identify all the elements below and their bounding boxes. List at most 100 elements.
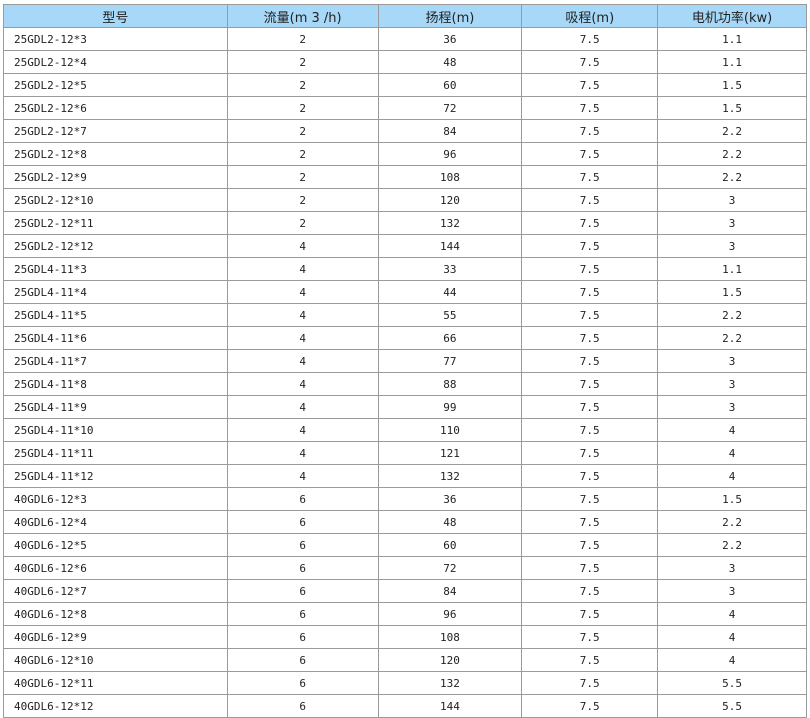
model-cell: 40GDL6-12*8 <box>3 602 228 626</box>
flow-cell: 4 <box>226 349 379 373</box>
model-cell: 25GDL4-11*10 <box>3 418 228 442</box>
suction-cell: 7.5 <box>521 119 659 143</box>
head-cell: 66 <box>377 326 523 350</box>
flow-cell: 2 <box>226 142 379 166</box>
suction-cell: 7.5 <box>521 694 659 718</box>
model-cell: 25GDL2-12*3 <box>3 27 228 51</box>
head-cell: 144 <box>377 234 523 258</box>
table-row: 25GDL2-12*11 2 132 7.5 3 <box>3 211 807 235</box>
flow-cell: 4 <box>226 257 379 281</box>
flow-cell: 6 <box>226 510 379 534</box>
model-cell: 40GDL6-12*7 <box>3 579 228 603</box>
flow-cell: 4 <box>226 234 379 258</box>
column-header: 扬程(m) <box>377 4 523 28</box>
table-row: 25GDL2-12*10 2 120 7.5 3 <box>3 188 807 212</box>
head-cell: 72 <box>377 556 523 580</box>
flow-cell: 4 <box>226 372 379 396</box>
suction-cell: 7.5 <box>521 73 659 97</box>
model-cell: 25GDL4-11*9 <box>3 395 228 419</box>
head-cell: 96 <box>377 602 523 626</box>
suction-cell: 7.5 <box>521 280 659 304</box>
power-cell: 3 <box>657 234 807 258</box>
power-cell: 2.2 <box>657 510 807 534</box>
flow-cell: 4 <box>226 303 379 327</box>
flow-cell: 2 <box>226 96 379 120</box>
table-row: 25GDL4-11*11 4 121 7.5 4 <box>3 441 807 465</box>
model-cell: 25GDL2-12*4 <box>3 50 228 74</box>
flow-cell: 2 <box>226 27 379 51</box>
header-row: 型号 流量(m 3 /h) 扬程(m) 吸程(m) 电机功率(kw) <box>3 4 807 28</box>
head-cell: 88 <box>377 372 523 396</box>
suction-cell: 7.5 <box>521 142 659 166</box>
model-cell: 40GDL6-12*10 <box>3 648 228 672</box>
suction-cell: 7.5 <box>521 303 659 327</box>
flow-cell: 6 <box>226 602 379 626</box>
model-cell: 25GDL4-11*7 <box>3 349 228 373</box>
head-cell: 108 <box>377 625 523 649</box>
table-row: 25GDL4-11*4 4 44 7.5 1.5 <box>3 280 807 304</box>
pump-spec-table: 型号 流量(m 3 /h) 扬程(m) 吸程(m) 电机功率(kw) 25GDL2-12… <box>3 4 807 718</box>
flow-cell: 6 <box>226 579 379 603</box>
power-cell: 2.2 <box>657 142 807 166</box>
suction-cell: 7.5 <box>521 349 659 373</box>
head-cell: 33 <box>377 257 523 281</box>
table-row: 25GDL2-12*12 4 144 7.5 3 <box>3 234 807 258</box>
head-cell: 60 <box>377 533 523 557</box>
flow-cell: 6 <box>226 648 379 672</box>
suction-cell: 7.5 <box>521 27 659 51</box>
table-row: 25GDL2-12*9 2 108 7.5 2.2 <box>3 165 807 189</box>
power-cell: 3 <box>657 188 807 212</box>
table-row: 40GDL6-12*12 6 144 7.5 5.5 <box>3 694 807 718</box>
flow-cell: 2 <box>226 119 379 143</box>
suction-cell: 7.5 <box>521 395 659 419</box>
model-cell: 25GDL4-11*8 <box>3 372 228 396</box>
table-row: 25GDL2-12*4 2 48 7.5 1.1 <box>3 50 807 74</box>
model-cell: 40GDL6-12*12 <box>3 694 228 718</box>
table-row: 40GDL6-12*10 6 120 7.5 4 <box>3 648 807 672</box>
column-header: 吸程(m) <box>521 4 659 28</box>
model-cell: 25GDL2-12*7 <box>3 119 228 143</box>
suction-cell: 7.5 <box>521 579 659 603</box>
head-cell: 60 <box>377 73 523 97</box>
flow-cell: 4 <box>226 464 379 488</box>
model-cell: 25GDL2-12*6 <box>3 96 228 120</box>
table-row: 40GDL6-12*6 6 72 7.5 3 <box>3 556 807 580</box>
head-cell: 36 <box>377 27 523 51</box>
power-cell: 2.2 <box>657 303 807 327</box>
power-cell: 1.5 <box>657 280 807 304</box>
flow-cell: 6 <box>226 694 379 718</box>
table-row: 25GDL4-11*12 4 132 7.5 4 <box>3 464 807 488</box>
model-cell: 40GDL6-12*6 <box>3 556 228 580</box>
suction-cell: 7.5 <box>521 487 659 511</box>
table-row: 25GDL4-11*3 4 33 7.5 1.1 <box>3 257 807 281</box>
head-cell: 121 <box>377 441 523 465</box>
flow-cell: 2 <box>226 50 379 74</box>
model-cell: 40GDL6-12*9 <box>3 625 228 649</box>
suction-cell: 7.5 <box>521 441 659 465</box>
head-cell: 44 <box>377 280 523 304</box>
power-cell: 5.5 <box>657 694 807 718</box>
model-cell: 25GDL2-12*10 <box>3 188 228 212</box>
flow-cell: 6 <box>226 487 379 511</box>
suction-cell: 7.5 <box>521 165 659 189</box>
power-cell: 3 <box>657 556 807 580</box>
table-row: 40GDL6-12*8 6 96 7.5 4 <box>3 602 807 626</box>
table-row: 40GDL6-12*11 6 132 7.5 5.5 <box>3 671 807 695</box>
suction-cell: 7.5 <box>521 625 659 649</box>
suction-cell: 7.5 <box>521 211 659 235</box>
power-cell: 1.1 <box>657 257 807 281</box>
power-cell: 1.5 <box>657 96 807 120</box>
power-cell: 3 <box>657 395 807 419</box>
head-cell: 48 <box>377 510 523 534</box>
flow-cell: 6 <box>226 625 379 649</box>
table-row: 25GDL2-12*5 2 60 7.5 1.5 <box>3 73 807 97</box>
power-cell: 4 <box>657 602 807 626</box>
table-row: 40GDL6-12*7 6 84 7.5 3 <box>3 579 807 603</box>
power-cell: 2.2 <box>657 326 807 350</box>
suction-cell: 7.5 <box>521 556 659 580</box>
power-cell: 2.2 <box>657 119 807 143</box>
head-cell: 120 <box>377 648 523 672</box>
head-cell: 108 <box>377 165 523 189</box>
suction-cell: 7.5 <box>521 96 659 120</box>
head-cell: 132 <box>377 671 523 695</box>
